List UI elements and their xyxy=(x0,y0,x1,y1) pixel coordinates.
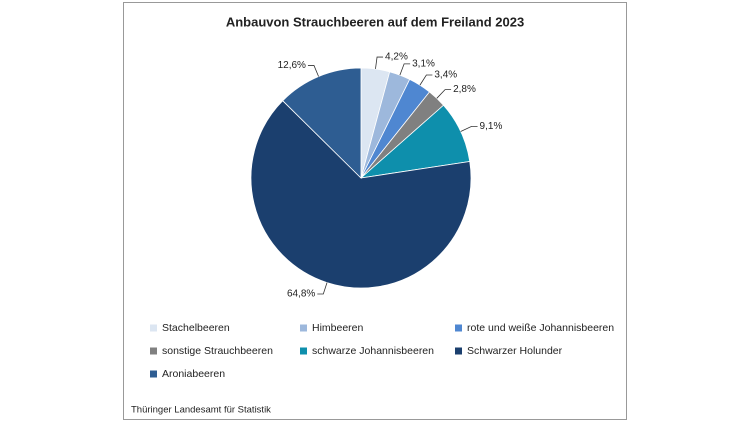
leader-line xyxy=(460,126,478,132)
data-label: 3,4% xyxy=(434,70,457,81)
leader-line xyxy=(436,89,452,99)
legend-label: Schwarzer Holunder xyxy=(467,345,563,357)
legend-swatch xyxy=(300,324,307,332)
leader-line xyxy=(317,282,328,295)
legend-label: Stachelbeeren xyxy=(162,322,230,334)
data-label: 64,8% xyxy=(287,289,315,300)
leader-line xyxy=(419,74,433,86)
legend-label: sonstige Strauchbeeren xyxy=(162,345,273,357)
legend-label: Aroniabeeren xyxy=(162,368,225,380)
leader-line xyxy=(375,56,384,70)
legend-label: rote und weiße Johannisbeeren xyxy=(467,322,614,334)
legend-swatch xyxy=(455,324,462,332)
leader-line xyxy=(307,65,319,77)
legend-label: schwarze Johannisbeeren xyxy=(312,345,434,357)
legend-swatch xyxy=(300,347,307,355)
chart-title: Anbauvon Strauchbeeren auf dem Freiland … xyxy=(226,14,524,29)
legend-swatch xyxy=(150,324,157,332)
data-label: 3,1% xyxy=(412,59,435,70)
data-label: 4,2% xyxy=(385,52,408,63)
pie-slice xyxy=(282,67,362,179)
data-label: 12,6% xyxy=(278,60,306,71)
leader-line xyxy=(399,63,411,76)
legend-swatch xyxy=(455,347,462,355)
pie-slice xyxy=(250,100,472,289)
legend-label: Himbeeren xyxy=(312,322,364,334)
legend-swatch xyxy=(150,370,157,378)
source-note: Thüringer Landesamt für Statistik xyxy=(131,405,271,416)
data-label: 2,8% xyxy=(453,84,476,95)
legend-swatch xyxy=(150,347,157,355)
data-label: 9,1% xyxy=(480,121,503,132)
